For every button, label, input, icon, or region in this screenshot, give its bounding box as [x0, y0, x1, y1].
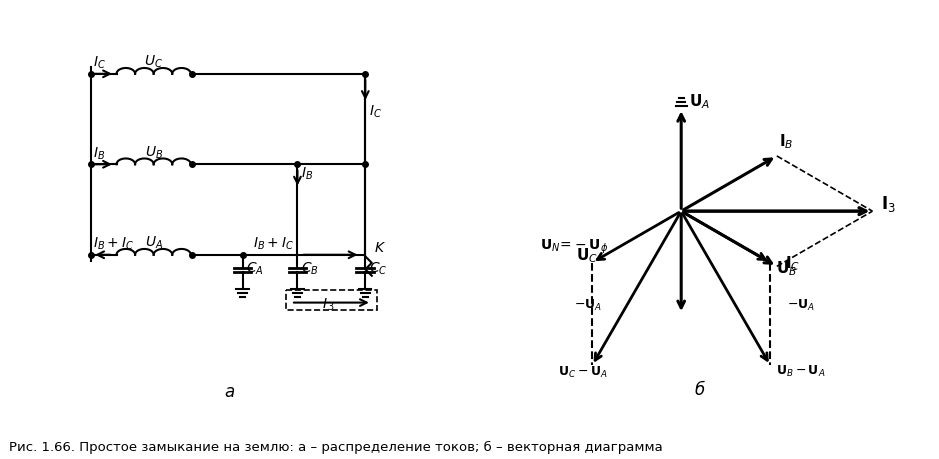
Text: Рис. 1.66. Простое замыкание на землю: а – распределение токов; б – векторная ди: Рис. 1.66. Простое замыкание на землю: а… — [9, 442, 663, 454]
Text: $I_{\,3}$: $I_{\,3}$ — [322, 297, 334, 313]
Text: $I_B$: $I_B$ — [300, 165, 313, 182]
Text: $C_A$: $C_A$ — [246, 261, 264, 277]
Text: $I_C$: $I_C$ — [368, 104, 381, 120]
Text: $\mathbf{U}_N\!=\!-\mathbf{U}_\phi$: $\mathbf{U}_N\!=\!-\mathbf{U}_\phi$ — [540, 238, 608, 256]
Text: $C_B$: $C_B$ — [301, 261, 319, 277]
Text: $I_B$: $I_B$ — [93, 145, 105, 162]
Text: $C_C$: $C_C$ — [369, 261, 388, 277]
Text: $\mathbf{I}_3$: $\mathbf{I}_3$ — [881, 194, 896, 214]
Text: $I_B+I_C$: $I_B+I_C$ — [254, 235, 294, 252]
Text: $\mathbf{I}_B$: $\mathbf{I}_B$ — [778, 133, 793, 151]
Text: $U_C$: $U_C$ — [145, 54, 163, 70]
Text: $-\mathbf{U}_A$: $-\mathbf{U}_A$ — [574, 297, 602, 313]
Text: $\mathbf{U}_C-\mathbf{U}_A$: $\mathbf{U}_C-\mathbf{U}_A$ — [558, 365, 608, 381]
Text: $\mathbf{U}_A$: $\mathbf{U}_A$ — [688, 92, 710, 111]
Text: $U_B$: $U_B$ — [145, 144, 162, 161]
Text: $U_A$: $U_A$ — [145, 235, 162, 251]
Text: K: K — [375, 241, 384, 255]
Text: $-\mathbf{U}_A$: $-\mathbf{U}_A$ — [787, 297, 815, 313]
Text: a: a — [224, 383, 235, 401]
Text: $I_B+I_C$: $I_B+I_C$ — [93, 235, 134, 252]
Text: $\mathbf{I}_C$: $\mathbf{I}_C$ — [785, 254, 800, 273]
Text: $\mathbf{U}_B$: $\mathbf{U}_B$ — [776, 259, 797, 278]
Text: б: б — [695, 381, 704, 399]
Text: $I_C$: $I_C$ — [93, 55, 106, 71]
Text: $\mathbf{U}_C$: $\mathbf{U}_C$ — [576, 246, 597, 265]
Text: $\mathbf{U}_B-\mathbf{U}_A$: $\mathbf{U}_B-\mathbf{U}_A$ — [776, 364, 825, 379]
